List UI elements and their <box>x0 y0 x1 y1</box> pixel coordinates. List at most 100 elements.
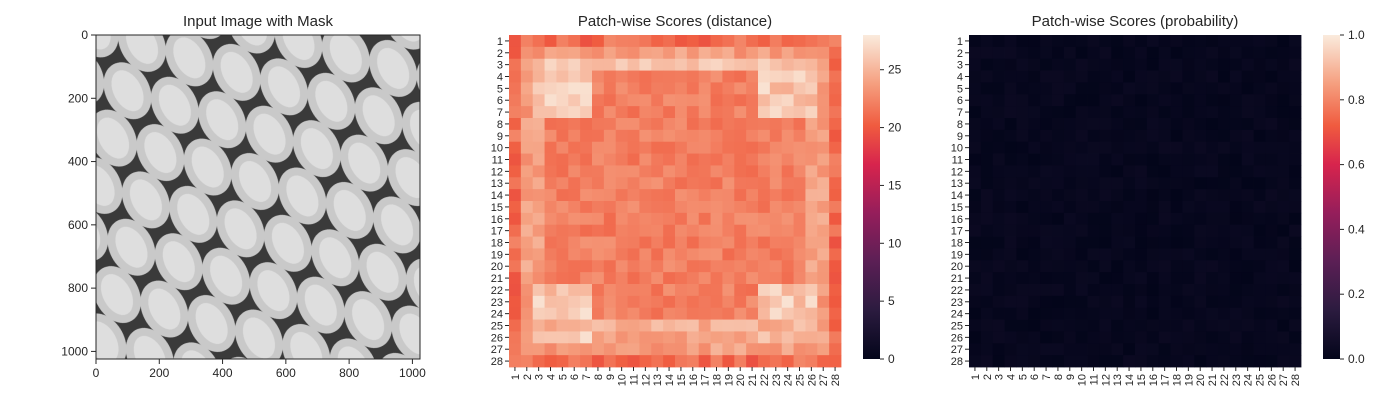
heatmap-cell <box>544 141 557 154</box>
heatmap-cell <box>675 307 688 320</box>
heatmap-x-tick-label: 10 <box>1077 374 1089 386</box>
heatmap-cell <box>1146 35 1160 48</box>
heatmap-cell <box>980 343 994 356</box>
heatmap-cell <box>829 343 842 356</box>
heatmap-cell <box>1182 94 1195 107</box>
heatmap-cell <box>781 355 794 368</box>
heatmap-cell <box>781 70 794 83</box>
heatmap-cell <box>1218 319 1231 332</box>
heatmap-cell <box>1075 355 1088 368</box>
heatmap-cell <box>520 331 534 344</box>
heatmap-cell <box>532 236 545 249</box>
heatmap-cell <box>580 284 593 297</box>
heatmap-cell <box>829 94 842 107</box>
heatmap-cell <box>1135 189 1148 202</box>
heatmap-y-tick-label: 26 <box>951 332 963 344</box>
heatmap-cell <box>615 165 628 178</box>
heatmap-cell <box>1265 153 1278 166</box>
heatmap-cell <box>1063 189 1077 202</box>
heatmap-cell <box>532 35 545 48</box>
heatmap-y-tick-label: 16 <box>491 214 503 226</box>
heatmap-cell <box>1146 46 1160 60</box>
heatmap-cell <box>1099 106 1112 119</box>
heatmap-cell <box>532 331 545 344</box>
heatmap-cell <box>1135 58 1148 71</box>
heatmap-cell <box>544 319 557 332</box>
heatmap-cell <box>1146 129 1160 143</box>
heatmap-cell <box>1158 343 1171 356</box>
heatmap-cell <box>1277 165 1290 178</box>
heatmap-cell <box>1063 82 1077 95</box>
heatmap-cell <box>1289 106 1302 119</box>
heatmap-cell <box>603 129 617 143</box>
heatmap-cell <box>1289 248 1302 261</box>
heatmap-y-tick-label: 20 <box>491 261 503 273</box>
heatmap-cell <box>1253 319 1266 332</box>
heatmap-cell <box>509 260 522 273</box>
heatmap-cell <box>1170 82 1183 95</box>
heatmap-cell <box>544 260 557 273</box>
heatmap-cell <box>663 355 676 368</box>
heatmap-cell <box>1277 248 1290 261</box>
heatmap-cell <box>1063 153 1077 166</box>
heatmap-cell <box>758 295 771 309</box>
heatmap-cell <box>1016 343 1029 356</box>
heatmap-cell <box>1158 70 1171 83</box>
heatmap-cell <box>627 212 640 226</box>
heatmap-cell <box>580 307 593 320</box>
heatmap-y-tick-label: 22 <box>951 285 963 297</box>
heatmap-cell <box>722 201 735 214</box>
heatmap-cell <box>769 343 783 356</box>
heatmap-cell <box>627 106 640 119</box>
heatmap-cell <box>1241 106 1254 119</box>
heatmap-cell <box>1040 46 1053 60</box>
heatmap-cell <box>1182 82 1195 95</box>
heatmap-cell <box>1289 177 1302 190</box>
heatmap-cell <box>769 94 783 107</box>
heatmap-cell <box>556 118 569 131</box>
heatmap-cell <box>1218 284 1231 297</box>
heatmap-cell <box>580 272 593 285</box>
heatmap-cell <box>1182 153 1195 166</box>
heatmap-cell <box>1277 319 1290 332</box>
heatmap-cell <box>781 177 794 190</box>
heatmap-y-tick-label: 27 <box>491 344 503 356</box>
heatmap-cell <box>520 106 534 119</box>
heatmap-cell <box>675 295 688 309</box>
heatmap-cell <box>615 224 628 237</box>
heatmap-cell <box>520 319 534 332</box>
heatmap-cell <box>1206 212 1219 226</box>
heatmap-cell <box>734 165 747 178</box>
heatmap-cell <box>509 58 522 71</box>
heatmap-cell <box>1218 331 1231 344</box>
heatmap-cell <box>781 46 794 60</box>
heatmap-cell <box>1182 248 1195 261</box>
heatmap-cell <box>769 58 783 71</box>
heatmap-cell <box>1194 118 1207 131</box>
heatmap-cell <box>663 248 676 261</box>
heatmap-cell <box>980 295 994 309</box>
heatmap-cell <box>1040 153 1053 166</box>
heatmap-cell <box>793 153 806 166</box>
heatmap-cell <box>592 165 605 178</box>
heatmap-cell <box>1206 260 1219 273</box>
heatmap-cell <box>710 284 723 297</box>
heatmap-cell <box>1241 236 1254 249</box>
heatmap-cell <box>1289 319 1302 332</box>
heatmap-cell <box>1135 129 1148 143</box>
heatmap-cell <box>758 70 771 83</box>
heatmap-cell <box>829 248 842 261</box>
heatmap-cell <box>793 106 806 119</box>
heatmap-cell <box>1111 58 1124 71</box>
panel1-frame <box>95 34 421 360</box>
heatmap-cell <box>1099 284 1112 297</box>
heatmap-cell <box>1099 165 1112 178</box>
heatmap-cell <box>509 106 522 119</box>
heatmap-cell <box>568 248 581 261</box>
heatmap-cell <box>568 260 581 273</box>
heatmap-cell <box>1206 343 1219 356</box>
heatmap-cell <box>1111 284 1124 297</box>
heatmap-cell <box>722 284 735 297</box>
heatmap-cell <box>1075 165 1088 178</box>
heatmap-cell <box>1075 343 1088 356</box>
